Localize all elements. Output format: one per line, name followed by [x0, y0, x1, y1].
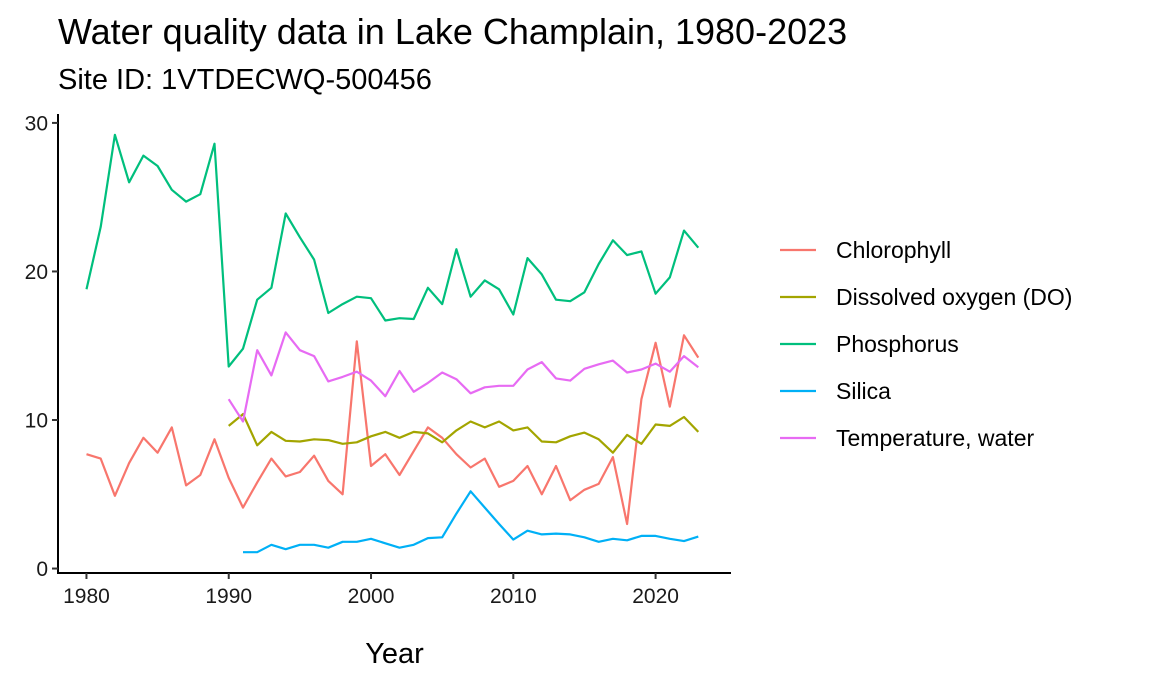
- legend: Chlorophyll Dissolved oxygen (DO) Phosphor…: [780, 237, 1072, 451]
- legend-label: Dissolved oxygen (DO): [836, 284, 1072, 310]
- x-tick-label: 1990: [205, 585, 252, 608]
- chart-title: Water quality data in Lake Champlain, 19…: [58, 11, 848, 52]
- y-tick-label: 20: [25, 261, 48, 284]
- y-tick-label: 0: [36, 558, 48, 581]
- y-tick-label: 30: [25, 112, 48, 135]
- legend-item-temperature-water: Temperature, water: [780, 425, 1034, 451]
- series-line-phosphorus: [85, 133, 700, 368]
- series-line-dissolved-oxygen-do: [227, 413, 700, 454]
- legend-item-dissolved-oxygen-do: Dissolved oxygen (DO): [780, 284, 1072, 310]
- x-axis-ticks: 1980 1990 2000 2010 2020: [63, 573, 679, 608]
- legend-item-phosphorus: Phosphorus: [780, 331, 959, 357]
- x-tick-label: 2010: [490, 585, 537, 608]
- series-line-temperature-water: [227, 331, 699, 423]
- legend-item-silica: Silica: [780, 378, 891, 404]
- series-line-chlorophyll: [86, 334, 700, 526]
- series-line-silica: [243, 490, 699, 554]
- y-axis-ticks: 0 10 20 30: [25, 112, 58, 581]
- y-tick-label: 10: [25, 410, 48, 433]
- legend-item-chlorophyll: Chlorophyll: [780, 237, 951, 263]
- x-tick-label: 1980: [63, 585, 110, 608]
- lines-layer: [85, 133, 700, 554]
- legend-label: Chlorophyll: [836, 237, 951, 263]
- chart-subtitle: Site ID: 1VTDECWQ-500456: [58, 64, 432, 96]
- x-tick-label: 2020: [632, 585, 679, 608]
- x-tick-label: 2000: [348, 585, 395, 608]
- x-axis-title: Year: [365, 638, 424, 670]
- legend-label: Silica: [836, 378, 891, 404]
- legend-label: Phosphorus: [836, 331, 959, 357]
- legend-label: Temperature, water: [836, 425, 1034, 451]
